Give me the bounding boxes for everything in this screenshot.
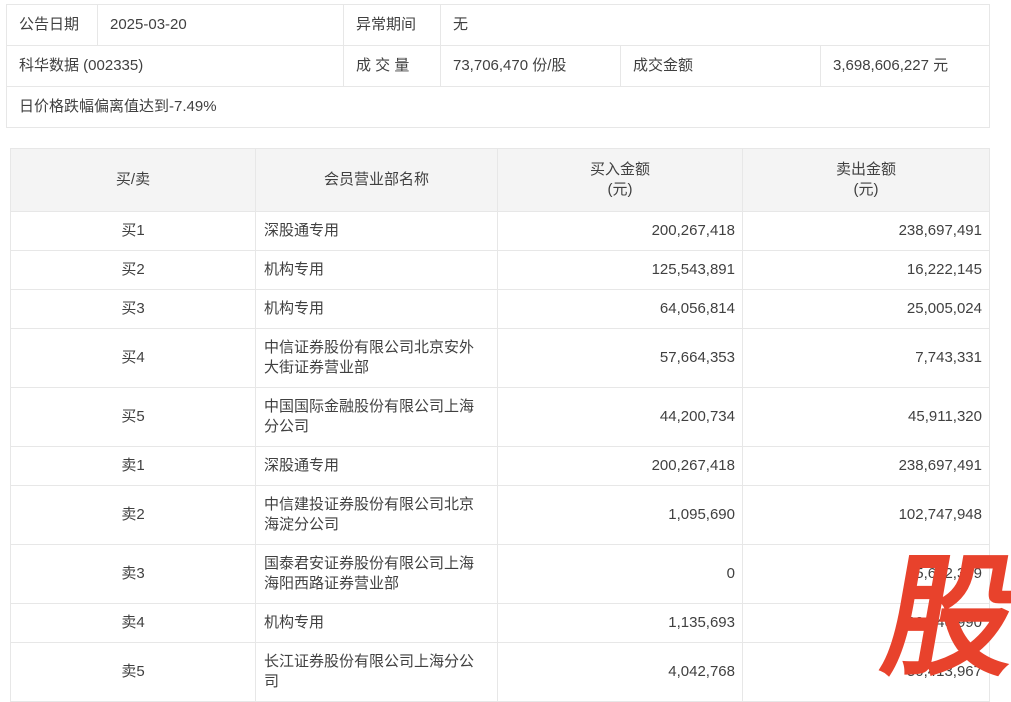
row-branch: 机构专用 [255, 289, 498, 329]
row-sell-amount: 238,697,491 [742, 211, 990, 251]
table-row: 卖3 国泰君安证券股份有限公司上海海阳西路证券营业部 0 75,672,379 [10, 544, 990, 604]
row-side: 卖4 [10, 603, 256, 643]
table-row: 买3 机构专用 64,056,814 25,005,024 [10, 289, 990, 329]
summary-row-deviation: 日价格跌幅偏离值达到-7.49% [6, 86, 990, 128]
row-side: 卖1 [10, 446, 256, 486]
row-side: 卖3 [10, 544, 256, 604]
row-buy-amount: 0 [497, 544, 743, 604]
header-sell-label: 卖出金额 [835, 161, 896, 178]
table-row: 卖4 机构专用 1,135,693 83,040,990 [10, 603, 990, 643]
row-side: 买4 [10, 328, 256, 388]
table-row: 卖5 长江证券股份有限公司上海分公司 4,042,768 50,413,967 [10, 642, 990, 702]
announce-date-value: 2025-03-20 [97, 4, 344, 46]
row-branch: 长江证券股份有限公司上海分公司 [255, 642, 498, 702]
row-branch: 深股通专用 [255, 446, 498, 486]
row-sell-amount: 50,413,967 [742, 642, 990, 702]
volume-value: 73,706,470 份/股 [440, 45, 621, 87]
deviation-note: 日价格跌幅偏离值达到-7.49% [6, 86, 990, 128]
row-buy-amount: 57,664,353 [497, 328, 743, 388]
header-branch: 会员营业部名称 [255, 148, 498, 212]
table-row: 买5 中国国际金融股份有限公司上海分公司 44,200,734 45,911,3… [10, 387, 990, 447]
broker-table-body: 买1 深股通专用 200,267,418 238,697,491 买2 机构专用… [10, 211, 990, 702]
row-sell-amount: 7,743,331 [742, 328, 990, 388]
row-buy-amount: 125,543,891 [497, 250, 743, 290]
row-sell-amount: 45,911,320 [742, 387, 990, 447]
stock-name: 科华数据 (002335) [6, 45, 344, 87]
row-buy-amount: 44,200,734 [497, 387, 743, 447]
row-sell-amount: 16,222,145 [742, 250, 990, 290]
row-buy-amount: 1,095,690 [497, 485, 743, 545]
stock-summary-table: 公告日期 2025-03-20 异常期间 无 科华数据 (002335) 成 交… [6, 4, 990, 128]
abnormal-period-value: 无 [440, 4, 990, 46]
row-side: 买1 [10, 211, 256, 251]
summary-row-date: 公告日期 2025-03-20 异常期间 无 [6, 4, 990, 46]
announce-date-label: 公告日期 [6, 4, 98, 46]
header-sell-amount: 卖出金额 (元) [742, 148, 990, 212]
row-side: 买3 [10, 289, 256, 329]
row-branch: 中信建投证券股份有限公司北京海淀分公司 [255, 485, 498, 545]
volume-label: 成 交 量 [343, 45, 441, 87]
header-sell-unit: (元) [853, 181, 879, 198]
header-buy-amount: 买入金额 (元) [497, 148, 743, 212]
broker-seats-table: 买/卖 会员营业部名称 买入金额 (元) 卖出金额 (元) 买1 深股通专用 2… [10, 148, 990, 702]
row-buy-amount: 64,056,814 [497, 289, 743, 329]
row-sell-amount: 102,747,948 [742, 485, 990, 545]
turnover-label: 成交金额 [620, 45, 821, 87]
row-sell-amount: 75,672,379 [742, 544, 990, 604]
row-branch: 国泰君安证券股份有限公司上海海阳西路证券营业部 [255, 544, 498, 604]
row-sell-amount: 25,005,024 [742, 289, 990, 329]
row-branch: 中国国际金融股份有限公司上海分公司 [255, 387, 498, 447]
table-row: 买2 机构专用 125,543,891 16,222,145 [10, 250, 990, 290]
row-side: 卖5 [10, 642, 256, 702]
row-sell-amount: 238,697,491 [742, 446, 990, 486]
row-buy-amount: 4,042,768 [497, 642, 743, 702]
row-buy-amount: 200,267,418 [497, 211, 743, 251]
table-row: 卖2 中信建投证券股份有限公司北京海淀分公司 1,095,690 102,747… [10, 485, 990, 545]
row-branch: 中信证券股份有限公司北京安外大街证券营业部 [255, 328, 498, 388]
summary-row-volume: 科华数据 (002335) 成 交 量 73,706,470 份/股 成交金额 … [6, 45, 990, 87]
row-branch: 机构专用 [255, 603, 498, 643]
broker-table-header: 买/卖 会员营业部名称 买入金额 (元) 卖出金额 (元) [10, 148, 990, 212]
row-sell-amount: 83,040,990 [742, 603, 990, 643]
row-branch: 机构专用 [255, 250, 498, 290]
row-side: 买2 [10, 250, 256, 290]
header-buy-label: 买入金额 [589, 161, 650, 178]
abnormal-period-label: 异常期间 [343, 4, 441, 46]
row-side: 卖2 [10, 485, 256, 545]
table-row: 买4 中信证券股份有限公司北京安外大街证券营业部 57,664,353 7,74… [10, 328, 990, 388]
table-row: 卖1 深股通专用 200,267,418 238,697,491 [10, 446, 990, 486]
row-buy-amount: 1,135,693 [497, 603, 743, 643]
row-side: 买5 [10, 387, 256, 447]
turnover-value: 3,698,606,227 元 [820, 45, 990, 87]
row-branch: 深股通专用 [255, 211, 498, 251]
header-side: 买/卖 [10, 148, 256, 212]
table-row: 买1 深股通专用 200,267,418 238,697,491 [10, 211, 990, 251]
row-buy-amount: 200,267,418 [497, 446, 743, 486]
header-buy-unit: (元) [607, 181, 633, 198]
